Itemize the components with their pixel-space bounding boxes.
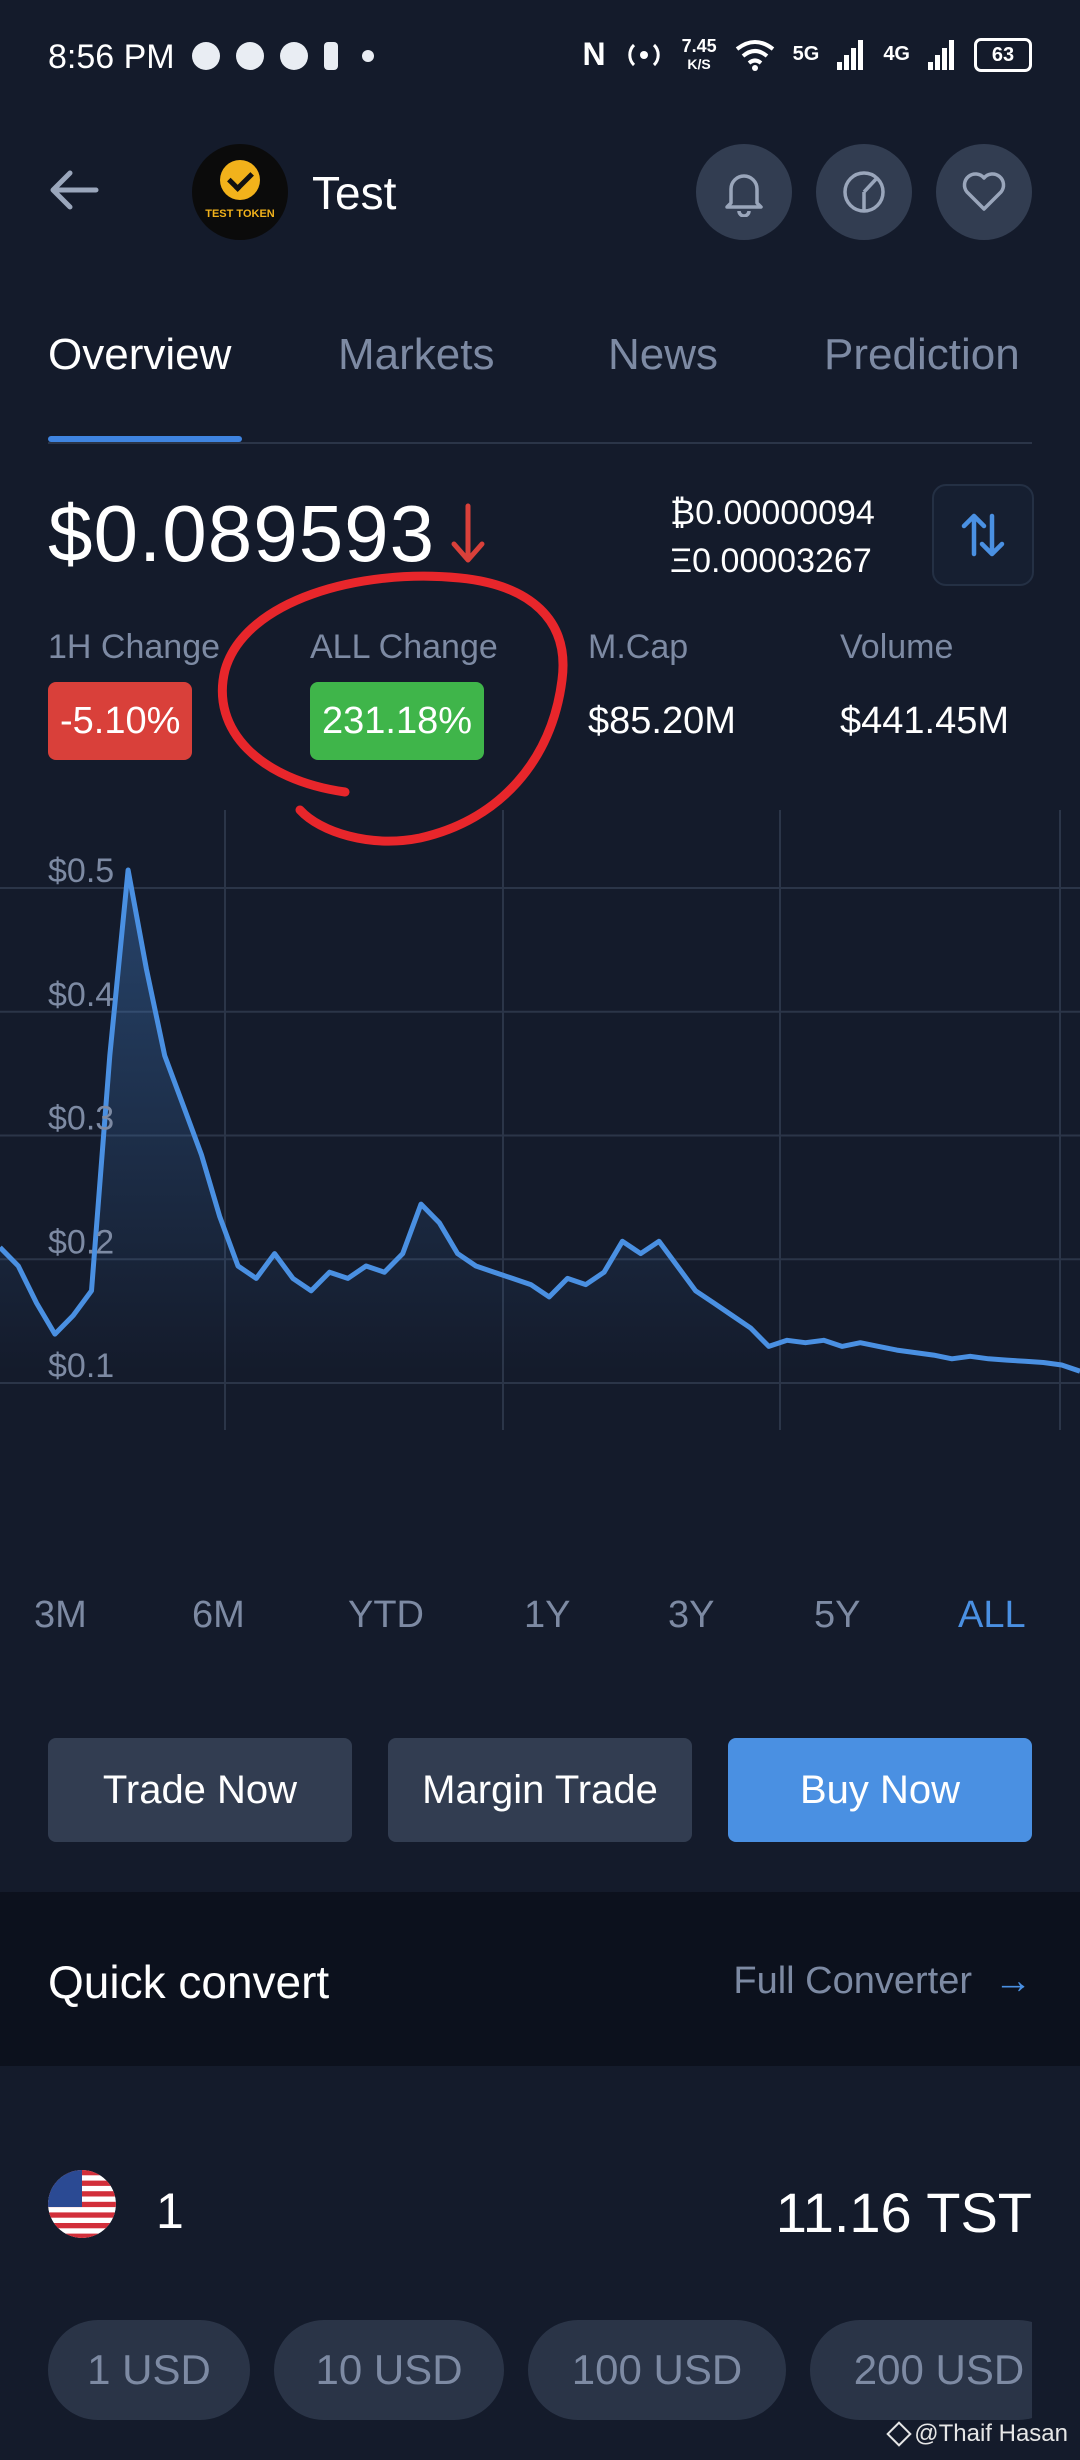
chat-icon	[236, 42, 264, 70]
us-flag-icon[interactable]	[48, 2170, 116, 2238]
status-notification-icons	[192, 42, 374, 70]
chart-area-fill	[0, 870, 1080, 1372]
chart-y-tick-2: $0.3	[48, 1100, 114, 1138]
facebook-icon	[280, 42, 308, 70]
alerts-button[interactable]	[696, 144, 792, 240]
swap-arrows-icon	[961, 513, 1005, 557]
quick-convert-title: Quick convert	[48, 1956, 330, 2008]
preset-10-usd[interactable]: 10 USD	[274, 2320, 504, 2420]
red-circle-annotation	[217, 571, 568, 846]
full-converter-label: Full Converter	[733, 1960, 972, 2002]
messenger-icon	[192, 42, 220, 70]
stat-1h-label: 1H Change	[48, 628, 221, 666]
timeframe-6m[interactable]: 6M	[192, 1594, 245, 1636]
status-system-icons: N 7.45 K/S 5G 4G 63	[582, 36, 1032, 73]
tab-news[interactable]: News	[608, 330, 719, 379]
check-icon	[220, 160, 260, 200]
timeframe-3y[interactable]: 3Y	[668, 1594, 715, 1636]
chart-price-line	[0, 867, 1080, 1374]
preset-1-usd[interactable]: 1 USD	[48, 2320, 250, 2420]
chart-y-tick-0: $0.5	[48, 852, 114, 890]
usb-icon	[324, 42, 338, 70]
coin-name: Test	[312, 167, 397, 219]
preset-200-usd[interactable]: 200 USD	[810, 2320, 1032, 2420]
timeframe-3m[interactable]: 3M	[34, 1594, 87, 1636]
timeframe-1y[interactable]: 1Y	[524, 1594, 571, 1636]
network-speed: 7.45 K/S	[681, 35, 717, 72]
arrow-right-icon: →	[994, 1960, 1032, 2002]
battery-indicator: 63	[974, 37, 1032, 72]
price-in-btc: ₿0.00000094	[670, 494, 875, 532]
tab-divider	[48, 442, 1032, 444]
price-chart[interactable]: $0.5$0.4$0.3$0.2$0.1202520252025	[0, 800, 1080, 1440]
more-notifications-dot	[362, 50, 374, 62]
hotspot-icon	[627, 43, 660, 66]
network-5g: 5G	[792, 43, 820, 65]
timeframe-all[interactable]: ALL	[958, 1594, 1026, 1636]
wifi-icon	[735, 39, 774, 71]
current-price: $0.089593	[48, 489, 436, 578]
convert-amount-input[interactable]: 1	[156, 2183, 184, 2239]
tab-overview[interactable]: Overview	[48, 330, 232, 379]
buy-now-button[interactable]: Buy Now	[728, 1738, 1032, 1842]
margin-trade-button[interactable]: Margin Trade	[388, 1738, 692, 1842]
price-in-eth: Ξ0.00003267	[670, 542, 872, 580]
stat-volume-value: $441.45M	[840, 700, 1010, 742]
active-tab-indicator	[48, 436, 242, 442]
stat-volume-label: Volume	[840, 628, 954, 666]
convert-result: 11.16 TST	[775, 2181, 1032, 2244]
full-converter-link[interactable]: Full Converter →	[733, 1960, 1032, 2003]
arrow-down-icon	[451, 503, 485, 563]
tab-markets[interactable]: Markets	[338, 330, 495, 379]
stat-all-value: 231.18%	[310, 682, 485, 760]
heart-icon	[962, 172, 1006, 211]
watermark: @Thaif Hasan	[886, 2420, 1068, 2448]
bell-icon	[725, 174, 763, 217]
network-4g: 4G	[883, 43, 910, 65]
preset-200-clip: 200 USD	[810, 2320, 1032, 2420]
stat-mcap-label: M.Cap	[588, 628, 689, 666]
diamond-icon	[886, 2421, 912, 2447]
stat-all-label: ALL Change	[310, 628, 498, 666]
favorite-button[interactable]	[936, 144, 1032, 240]
chart-y-tick-3: $0.2	[48, 1223, 114, 1261]
trade-now-button[interactable]: Trade Now	[48, 1738, 352, 1842]
tab-prediction[interactable]: Prediction	[824, 330, 1020, 379]
swap-currency-button[interactable]	[932, 484, 1034, 586]
nfc-icon: N	[582, 36, 606, 72]
stat-mcap-value: $85.20M	[588, 700, 736, 742]
stat-1h-value: -5.10%	[48, 682, 193, 760]
status-time: 8:56 PM	[48, 38, 175, 76]
chart-y-tick-1: $0.4	[48, 976, 114, 1014]
preset-100-usd[interactable]: 100 USD	[528, 2320, 786, 2420]
coin-logo: TEST TOKEN	[192, 144, 288, 240]
pie-chart-icon	[843, 171, 885, 213]
quick-convert-header	[0, 1892, 1080, 2066]
signal-icon-2	[928, 39, 954, 70]
timeframe-5y[interactable]: 5Y	[814, 1594, 861, 1636]
back-arrow-icon[interactable]	[44, 160, 104, 220]
signal-icon	[837, 39, 864, 70]
timeframe-ytd[interactable]: YTD	[348, 1594, 424, 1636]
tab-prediction-clip: Prediction	[824, 320, 1032, 400]
portfolio-button[interactable]	[816, 144, 912, 240]
chart-y-tick-4: $0.1	[48, 1347, 114, 1385]
